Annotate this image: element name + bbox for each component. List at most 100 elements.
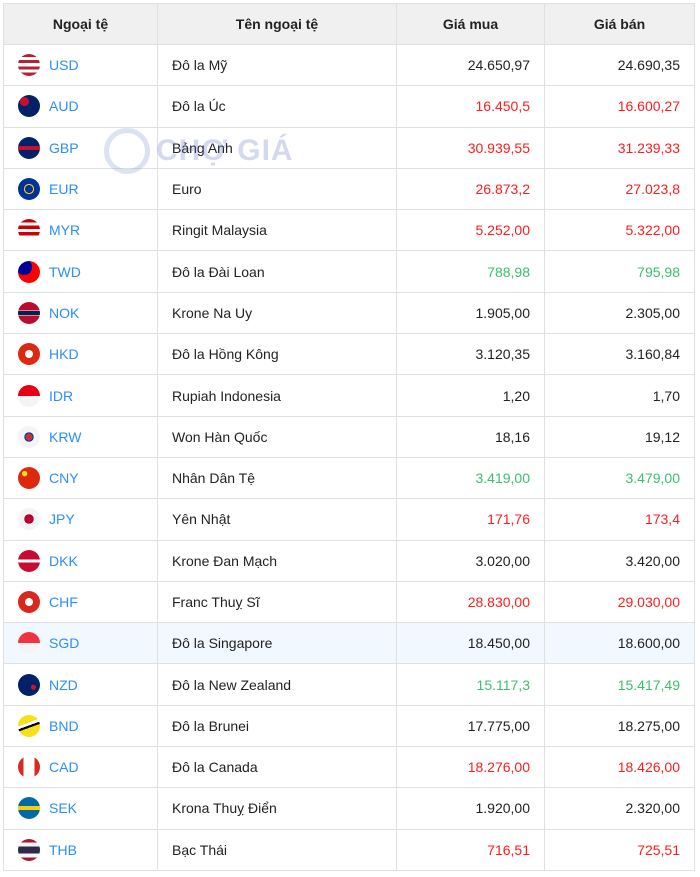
buy-price: 716,51 xyxy=(396,828,545,871)
table-row[interactable]: MYR Ringit Malaysia 5.252,00 5.322,00 xyxy=(3,209,695,252)
buy-price: 26.873,2 xyxy=(396,167,545,211)
currency-code-cell: USD xyxy=(3,43,158,87)
table-row[interactable]: GBP Bảng Anh 30.939,55 31.239,33 xyxy=(3,126,695,169)
table-row[interactable]: THB Bạc Thái 716,51 725,51 xyxy=(3,828,695,871)
buy-price: 3.120,35 xyxy=(396,333,545,376)
currency-code-link[interactable]: BND xyxy=(49,717,79,734)
sell-price: 31.239,33 xyxy=(544,126,695,169)
sell-price: 725,51 xyxy=(544,828,695,871)
sell-price: 2.320,00 xyxy=(544,787,695,830)
flag-gbp-icon xyxy=(18,136,40,159)
header-name: Tên ngoại tệ xyxy=(157,3,397,45)
table-row[interactable]: KRW Won Hàn Quốc 18,16 19,12 xyxy=(3,415,695,458)
flag-sgd-icon xyxy=(18,632,40,655)
table-row[interactable]: DKK Krone Đan Mạch 3.020,00 3.420,00 xyxy=(3,539,695,582)
currency-name: Ringit Malaysia xyxy=(157,209,397,252)
table-row[interactable]: CNY Nhân Dân Tệ 3.419,00 3.479,00 xyxy=(3,456,695,500)
sell-price: 29.030,00 xyxy=(544,580,695,624)
sell-price: 5.322,00 xyxy=(544,209,695,252)
table-row[interactable]: NZD Đô la New Zealand 15.117,3 15.417,49 xyxy=(3,663,695,706)
table-row[interactable]: IDR Rupiah Indonesia 1,20 1,70 xyxy=(3,374,695,417)
flag-bnd-icon xyxy=(18,714,40,737)
table-row[interactable]: JPY Yên Nhật 171,76 173,4 xyxy=(3,498,695,541)
exchange-rate-table: Ngoại tệ Tên ngoại tệ Giá mua Giá bán US… xyxy=(3,3,695,871)
sell-price: 18.426,00 xyxy=(544,746,695,789)
table-row[interactable]: USD Đô la Mỹ 24.650,97 24.690,35 xyxy=(3,43,695,87)
currency-code-link[interactable]: CNY xyxy=(49,470,79,487)
table-row[interactable]: SGD Đô la Singapore 18.450,00 18.600,00 xyxy=(3,622,695,665)
buy-price: 3.419,00 xyxy=(396,456,545,500)
currency-name: Đô la Singapore xyxy=(157,622,397,665)
currency-name: Franc Thuỵ Sĩ xyxy=(157,580,397,624)
flag-dkk-icon xyxy=(18,549,40,572)
currency-name: Đô la New Zealand xyxy=(157,663,397,706)
currency-code-link[interactable]: IDR xyxy=(49,387,74,404)
currency-code-link[interactable]: EUR xyxy=(49,181,79,198)
sell-price: 18.275,00 xyxy=(544,704,695,748)
currency-code-link[interactable]: MYR xyxy=(49,222,81,239)
currency-code-link[interactable]: NZD xyxy=(49,676,78,693)
table-row[interactable]: AUD Đô la Úc 16.450,5 16.600,27 xyxy=(3,85,695,128)
currency-code-cell: SEK xyxy=(3,787,158,830)
buy-price: 1.920,00 xyxy=(396,787,545,830)
currency-code-link[interactable]: KRW xyxy=(49,428,82,445)
currency-code-link[interactable]: SGD xyxy=(49,635,80,652)
currency-code-cell: HKD xyxy=(3,333,158,376)
buy-price: 18,16 xyxy=(396,415,545,458)
buy-price: 18.276,00 xyxy=(396,746,545,789)
header-code: Ngoại tệ xyxy=(3,3,158,45)
currency-code-link[interactable]: THB xyxy=(49,841,77,858)
flag-cad-icon xyxy=(18,756,40,779)
currency-code-cell: TWD xyxy=(3,250,158,293)
currency-code-link[interactable]: CAD xyxy=(49,759,79,776)
currency-code-link[interactable]: AUD xyxy=(49,98,79,115)
currency-code-link[interactable]: DKK xyxy=(49,552,78,569)
currency-code-link[interactable]: JPY xyxy=(49,511,75,528)
currency-code-link[interactable]: HKD xyxy=(49,346,79,363)
flag-twd-icon xyxy=(18,260,40,283)
table-row[interactable]: TWD Đô la Đài Loan 788,98 795,98 xyxy=(3,250,695,293)
table-row[interactable]: EUR Euro 26.873,2 27.023,8 xyxy=(3,167,695,211)
table-row[interactable]: HKD Đô la Hồng Kông 3.120,35 3.160,84 xyxy=(3,333,695,376)
currency-name: Krone Đan Mạch xyxy=(157,539,397,582)
buy-price: 30.939,55 xyxy=(396,126,545,169)
table-row[interactable]: BND Đô la Brunei 17.775,00 18.275,00 xyxy=(3,704,695,748)
buy-price: 788,98 xyxy=(396,250,545,293)
buy-price: 5.252,00 xyxy=(396,209,545,252)
sell-price: 27.023,8 xyxy=(544,167,695,211)
flag-usd-icon xyxy=(18,54,40,77)
sell-price: 1,70 xyxy=(544,374,695,417)
currency-code-cell: EUR xyxy=(3,167,158,211)
currency-name: Won Hàn Quốc xyxy=(157,415,397,458)
buy-price: 16.450,5 xyxy=(396,85,545,128)
currency-code-cell: BND xyxy=(3,704,158,748)
table-row[interactable]: CHF Franc Thuỵ Sĩ 28.830,00 29.030,00 xyxy=(3,580,695,624)
currency-code-link[interactable]: SEK xyxy=(49,800,78,817)
buy-price: 17.775,00 xyxy=(396,704,545,748)
currency-code-cell: NZD xyxy=(3,663,158,706)
currency-name: Đô la Hồng Kông xyxy=(157,333,397,376)
table-row[interactable]: CAD Đô la Canada 18.276,00 18.426,00 xyxy=(3,746,695,789)
currency-code-link[interactable]: USD xyxy=(49,57,79,74)
currency-code-cell: IDR xyxy=(3,374,158,417)
buy-price: 171,76 xyxy=(396,498,545,541)
sell-price: 173,4 xyxy=(544,498,695,541)
currency-code-link[interactable]: CHF xyxy=(49,594,78,610)
currency-name: Euro xyxy=(157,167,397,211)
currency-name: Rupiah Indonesia xyxy=(157,374,397,417)
flag-aud-icon xyxy=(18,95,40,118)
currency-code-link[interactable]: NOK xyxy=(49,304,80,321)
table-row[interactable]: SEK Krona Thuỵ Điển 1.920,00 2.320,00 xyxy=(3,787,695,830)
currency-code-link[interactable]: GBP xyxy=(49,139,79,156)
buy-price: 24.650,97 xyxy=(396,43,545,87)
sell-price: 18.600,00 xyxy=(544,622,695,665)
flag-cny-icon xyxy=(18,467,40,490)
sell-price: 16.600,27 xyxy=(544,85,695,128)
flag-sek-icon xyxy=(18,797,40,820)
currency-name: Bạc Thái xyxy=(157,828,397,871)
currency-code-link[interactable]: TWD xyxy=(49,263,81,280)
flag-nzd-icon xyxy=(18,673,40,696)
flag-thb-icon xyxy=(18,838,40,861)
sell-price: 15.417,49 xyxy=(544,663,695,706)
table-row[interactable]: NOK Krone Na Uy 1.905,00 2.305,00 xyxy=(3,291,695,335)
